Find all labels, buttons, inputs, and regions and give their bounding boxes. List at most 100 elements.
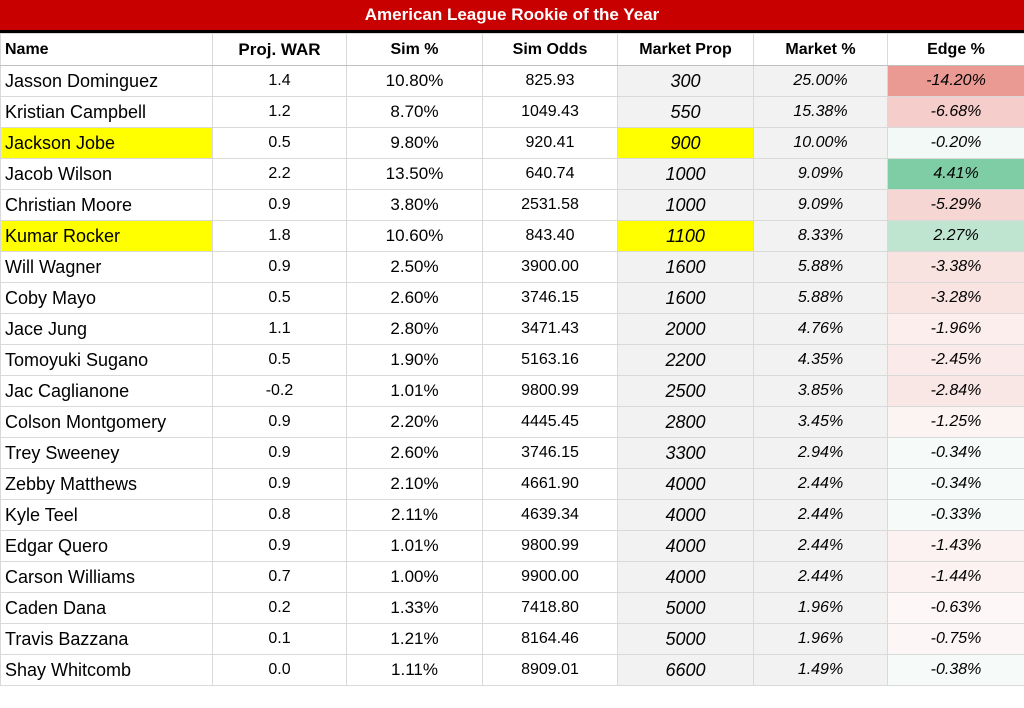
- cell-sim-pct[interactable]: 2.80%: [346, 313, 483, 345]
- header-market-prop[interactable]: Market Prop: [617, 33, 754, 66]
- cell-sim-pct[interactable]: 13.50%: [346, 158, 483, 190]
- cell-market-pct[interactable]: 25.00%: [753, 65, 888, 97]
- cell-market-prop[interactable]: 2500: [617, 375, 754, 407]
- cell-edge-pct[interactable]: -0.38%: [887, 654, 1024, 686]
- cell-edge-pct[interactable]: -1.43%: [887, 530, 1024, 562]
- cell-name[interactable]: Trey Sweeney: [0, 437, 213, 469]
- cell-edge-pct[interactable]: -0.63%: [887, 592, 1024, 624]
- cell-market-prop[interactable]: 1600: [617, 282, 754, 314]
- cell-name[interactable]: Zebby Matthews: [0, 468, 213, 500]
- cell-market-prop[interactable]: 4000: [617, 499, 754, 531]
- cell-sim-odds[interactable]: 843.40: [482, 220, 618, 252]
- cell-market-pct[interactable]: 2.44%: [753, 530, 888, 562]
- cell-market-pct[interactable]: 3.45%: [753, 406, 888, 438]
- cell-sim-pct[interactable]: 3.80%: [346, 189, 483, 221]
- cell-sim-odds[interactable]: 3746.15: [482, 282, 618, 314]
- cell-proj-war[interactable]: 2.2: [212, 158, 347, 190]
- cell-sim-pct[interactable]: 1.21%: [346, 623, 483, 655]
- cell-market-pct[interactable]: 1.49%: [753, 654, 888, 686]
- cell-name[interactable]: Jac Caglianone: [0, 375, 213, 407]
- cell-proj-war[interactable]: 1.8: [212, 220, 347, 252]
- cell-sim-odds[interactable]: 4445.45: [482, 406, 618, 438]
- cell-edge-pct[interactable]: -2.45%: [887, 344, 1024, 376]
- cell-market-pct[interactable]: 10.00%: [753, 127, 888, 159]
- cell-edge-pct[interactable]: -0.33%: [887, 499, 1024, 531]
- cell-name[interactable]: Colson Montgomery: [0, 406, 213, 438]
- cell-edge-pct[interactable]: 4.41%: [887, 158, 1024, 190]
- cell-sim-pct[interactable]: 1.33%: [346, 592, 483, 624]
- cell-sim-odds[interactable]: 4639.34: [482, 499, 618, 531]
- cell-market-pct[interactable]: 2.44%: [753, 499, 888, 531]
- header-name[interactable]: Name: [0, 33, 213, 66]
- cell-sim-pct[interactable]: 1.11%: [346, 654, 483, 686]
- cell-name[interactable]: Carson Williams: [0, 561, 213, 593]
- cell-name[interactable]: Shay Whitcomb: [0, 654, 213, 686]
- cell-market-prop[interactable]: 1000: [617, 158, 754, 190]
- cell-market-pct[interactable]: 5.88%: [753, 251, 888, 283]
- cell-name[interactable]: Christian Moore: [0, 189, 213, 221]
- cell-proj-war[interactable]: 0.9: [212, 530, 347, 562]
- cell-market-prop[interactable]: 300: [617, 65, 754, 97]
- cell-sim-pct[interactable]: 1.90%: [346, 344, 483, 376]
- cell-sim-odds[interactable]: 3900.00: [482, 251, 618, 283]
- cell-market-prop[interactable]: 4000: [617, 530, 754, 562]
- cell-edge-pct[interactable]: -6.68%: [887, 96, 1024, 128]
- cell-market-pct[interactable]: 8.33%: [753, 220, 888, 252]
- cell-name[interactable]: Edgar Quero: [0, 530, 213, 562]
- cell-name[interactable]: Jackson Jobe: [0, 127, 213, 159]
- cell-edge-pct[interactable]: -1.96%: [887, 313, 1024, 345]
- cell-sim-odds[interactable]: 5163.16: [482, 344, 618, 376]
- cell-sim-odds[interactable]: 920.41: [482, 127, 618, 159]
- cell-name[interactable]: Jasson Dominguez: [0, 65, 213, 97]
- cell-market-prop[interactable]: 2800: [617, 406, 754, 438]
- cell-market-pct[interactable]: 2.44%: [753, 468, 888, 500]
- cell-sim-odds[interactable]: 9900.00: [482, 561, 618, 593]
- cell-proj-war[interactable]: -0.2: [212, 375, 347, 407]
- cell-sim-odds[interactable]: 640.74: [482, 158, 618, 190]
- cell-proj-war[interactable]: 1.2: [212, 96, 347, 128]
- cell-sim-pct[interactable]: 1.00%: [346, 561, 483, 593]
- cell-proj-war[interactable]: 0.7: [212, 561, 347, 593]
- cell-edge-pct[interactable]: -1.25%: [887, 406, 1024, 438]
- cell-name[interactable]: Coby Mayo: [0, 282, 213, 314]
- cell-market-pct[interactable]: 2.94%: [753, 437, 888, 469]
- cell-proj-war[interactable]: 0.0: [212, 654, 347, 686]
- cell-market-pct[interactable]: 5.88%: [753, 282, 888, 314]
- cell-edge-pct[interactable]: -3.28%: [887, 282, 1024, 314]
- cell-market-pct[interactable]: 9.09%: [753, 158, 888, 190]
- cell-sim-pct[interactable]: 2.11%: [346, 499, 483, 531]
- cell-sim-odds[interactable]: 4661.90: [482, 468, 618, 500]
- cell-name[interactable]: Kristian Campbell: [0, 96, 213, 128]
- cell-market-prop[interactable]: 4000: [617, 561, 754, 593]
- cell-proj-war[interactable]: 0.9: [212, 189, 347, 221]
- cell-sim-odds[interactable]: 9800.99: [482, 375, 618, 407]
- cell-edge-pct[interactable]: -0.34%: [887, 468, 1024, 500]
- header-market-pct[interactable]: Market %: [753, 33, 888, 66]
- cell-proj-war[interactable]: 0.2: [212, 592, 347, 624]
- cell-sim-odds[interactable]: 3746.15: [482, 437, 618, 469]
- cell-sim-pct[interactable]: 8.70%: [346, 96, 483, 128]
- cell-sim-pct[interactable]: 2.20%: [346, 406, 483, 438]
- cell-edge-pct[interactable]: -3.38%: [887, 251, 1024, 283]
- cell-proj-war[interactable]: 0.9: [212, 468, 347, 500]
- cell-sim-odds[interactable]: 2531.58: [482, 189, 618, 221]
- cell-market-pct[interactable]: 1.96%: [753, 623, 888, 655]
- cell-edge-pct[interactable]: -0.20%: [887, 127, 1024, 159]
- cell-sim-pct[interactable]: 2.50%: [346, 251, 483, 283]
- cell-edge-pct[interactable]: -2.84%: [887, 375, 1024, 407]
- cell-market-pct[interactable]: 2.44%: [753, 561, 888, 593]
- cell-name[interactable]: Kumar Rocker: [0, 220, 213, 252]
- cell-market-pct[interactable]: 15.38%: [753, 96, 888, 128]
- cell-sim-odds[interactable]: 1049.43: [482, 96, 618, 128]
- cell-market-prop[interactable]: 4000: [617, 468, 754, 500]
- cell-sim-odds[interactable]: 3471.43: [482, 313, 618, 345]
- cell-market-prop[interactable]: 900: [617, 127, 754, 159]
- cell-market-prop[interactable]: 1100: [617, 220, 754, 252]
- cell-sim-pct[interactable]: 1.01%: [346, 375, 483, 407]
- cell-name[interactable]: Jace Jung: [0, 313, 213, 345]
- cell-sim-odds[interactable]: 7418.80: [482, 592, 618, 624]
- header-sim-odds[interactable]: Sim Odds: [482, 33, 618, 66]
- cell-market-prop[interactable]: 1000: [617, 189, 754, 221]
- header-proj-war[interactable]: Proj. WAR: [212, 33, 347, 66]
- cell-market-prop[interactable]: 3300: [617, 437, 754, 469]
